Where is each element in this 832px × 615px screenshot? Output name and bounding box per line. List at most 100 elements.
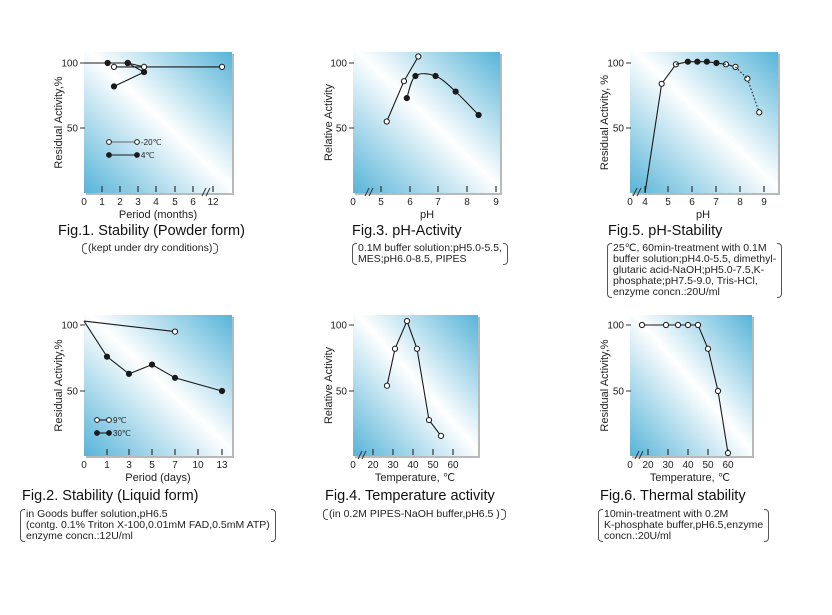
legend-label: 30℃ [113, 429, 131, 438]
y-tick-label: 100 [607, 59, 624, 70]
legend-label: -20℃ [141, 138, 162, 147]
legend-label: 4℃ [141, 151, 154, 160]
data-point [125, 370, 133, 377]
chart-title: Fig.3. pH-Activity [352, 223, 462, 239]
y-tick-label: 50 [67, 387, 79, 398]
chart-note: (kept under dry conditions) [82, 242, 219, 254]
data-point [403, 95, 410, 102]
y-axis-label: Residual Activity, % [599, 75, 611, 170]
series-line [83, 320, 223, 392]
series-line [107, 62, 146, 87]
x-tick-label: 7 [435, 197, 441, 208]
y-axis-label: Residual Activity,% [599, 339, 611, 431]
note-line: in Goods buffer solution,pH6.5 [26, 508, 168, 520]
data-point [124, 59, 131, 67]
chart-fig3: 0 5 6 7 8 9 50 100 pH Relative Activity [323, 52, 502, 221]
note-line: MES;pH6.0-8.5, PIPES [358, 253, 467, 265]
y-axis-label: Residual Activity,% [53, 339, 65, 431]
legend-marker [106, 152, 112, 158]
axis-break-mark [357, 450, 363, 460]
y-tick-label: 50 [67, 124, 79, 135]
chart-note: 25℃, 60min-treatment with 0.1M buffer sol… [607, 242, 783, 298]
axis-break-mark [638, 450, 644, 460]
y-tick-label: 50 [613, 124, 625, 135]
x-tick-label: 8 [464, 197, 470, 208]
x-tick-label: 1 [104, 460, 110, 471]
data-point [110, 63, 118, 71]
data-point [756, 109, 763, 116]
data-point [684, 321, 692, 329]
x-tick-label: 20 [642, 460, 654, 471]
x-tick-label: 50 [427, 460, 439, 471]
x-tick-label: 8 [737, 197, 743, 208]
data-point [674, 321, 682, 329]
x-tick-label: 6 [407, 197, 413, 208]
chart-title: Fig.5. pH-Stability [608, 223, 723, 239]
data-point [110, 83, 118, 90]
data-point [475, 111, 482, 119]
data-point [383, 382, 391, 389]
note-line: 0.1M buffer solution:pH5.0-5.5, [358, 242, 502, 254]
data-point [694, 58, 701, 65]
y-tick-label: 50 [613, 387, 625, 398]
data-point [638, 321, 646, 329]
y-tick-label: 100 [330, 59, 347, 70]
data-point [403, 317, 411, 325]
data-point [425, 416, 433, 424]
x-tick-label: 9 [493, 197, 499, 208]
x-tick-label: 7 [713, 197, 719, 208]
x-tick-label: 2 [117, 197, 123, 208]
data-point [662, 321, 670, 329]
plot-area [630, 315, 752, 456]
axis-break-mark [636, 187, 642, 197]
note-line: (kept under dry conditions) [88, 242, 213, 254]
x-tick-label: 5 [378, 197, 384, 208]
note-line: 25℃, 60min-treatment with 0.1M [613, 242, 767, 254]
y-tick-label: 100 [61, 321, 78, 332]
y-tick-label: 50 [336, 124, 348, 135]
note-line: (in 0.2M PIPES-NaOH buffer,pH6.5 ) [329, 508, 500, 520]
legend-marker [94, 430, 100, 436]
legend-marker [106, 430, 112, 436]
note-line: 10min-treatment with 0.2M [604, 508, 729, 520]
plot-area [353, 52, 500, 193]
y-tick-label: 100 [61, 59, 78, 70]
x-axis-label: Temperature, ℃ [375, 472, 455, 484]
data-point [140, 69, 148, 76]
note-line: buffer solution;pH4.0-5.5, dimethyl- [613, 253, 777, 265]
x-tick-label: 30 [662, 460, 674, 471]
data-point [703, 58, 710, 65]
series-line [687, 61, 717, 64]
axis-break-mark [368, 187, 374, 197]
x-tick-label: 20 [367, 460, 379, 471]
x-tick-label: 0 [350, 197, 356, 208]
note-line: K-phosphate buffer,pH6.5,enzyme [604, 519, 764, 531]
axis-break-mark [634, 450, 640, 460]
x-tick-label: 40 [682, 460, 694, 471]
figure-1-powder-stability: 0 1 2 3 4 5 6 12 50 100 Period (months) Residual Ac… [0, 0, 280, 300]
legend-marker [106, 417, 112, 423]
chart-title: Fig.6. Thermal stability [600, 488, 746, 504]
x-tick-label: 5 [172, 197, 178, 208]
note-line: glutaric acid-NaOH;pH5.0-7.5,K- [613, 264, 765, 276]
chart-title: Fig.1. Stability (Powder form) [58, 223, 245, 239]
x-tick-label: 0 [627, 460, 633, 471]
x-tick-label: 50 [702, 460, 714, 471]
data-point [171, 374, 179, 381]
x-axis-label: pH [420, 209, 434, 221]
axis-break-mark [205, 187, 211, 197]
x-axis-label: Period (days) [125, 472, 190, 484]
x-tick-label: 3 [135, 197, 141, 208]
data-point [383, 118, 390, 125]
x-tick-label: 13 [216, 460, 228, 471]
figure-5-ph-stability: 0 4 5 6 7 8 9 50 100 pH Residual Activity, % Fig.5… [0, 0, 832, 300]
chart-title: Fig.4. Temperature activity [325, 488, 495, 504]
series-line [83, 320, 176, 333]
x-tick-label: 6 [190, 197, 196, 208]
y-axis-label: Relative Activity [323, 83, 335, 161]
series-line [675, 61, 688, 65]
x-tick-label: 6 [689, 197, 695, 208]
